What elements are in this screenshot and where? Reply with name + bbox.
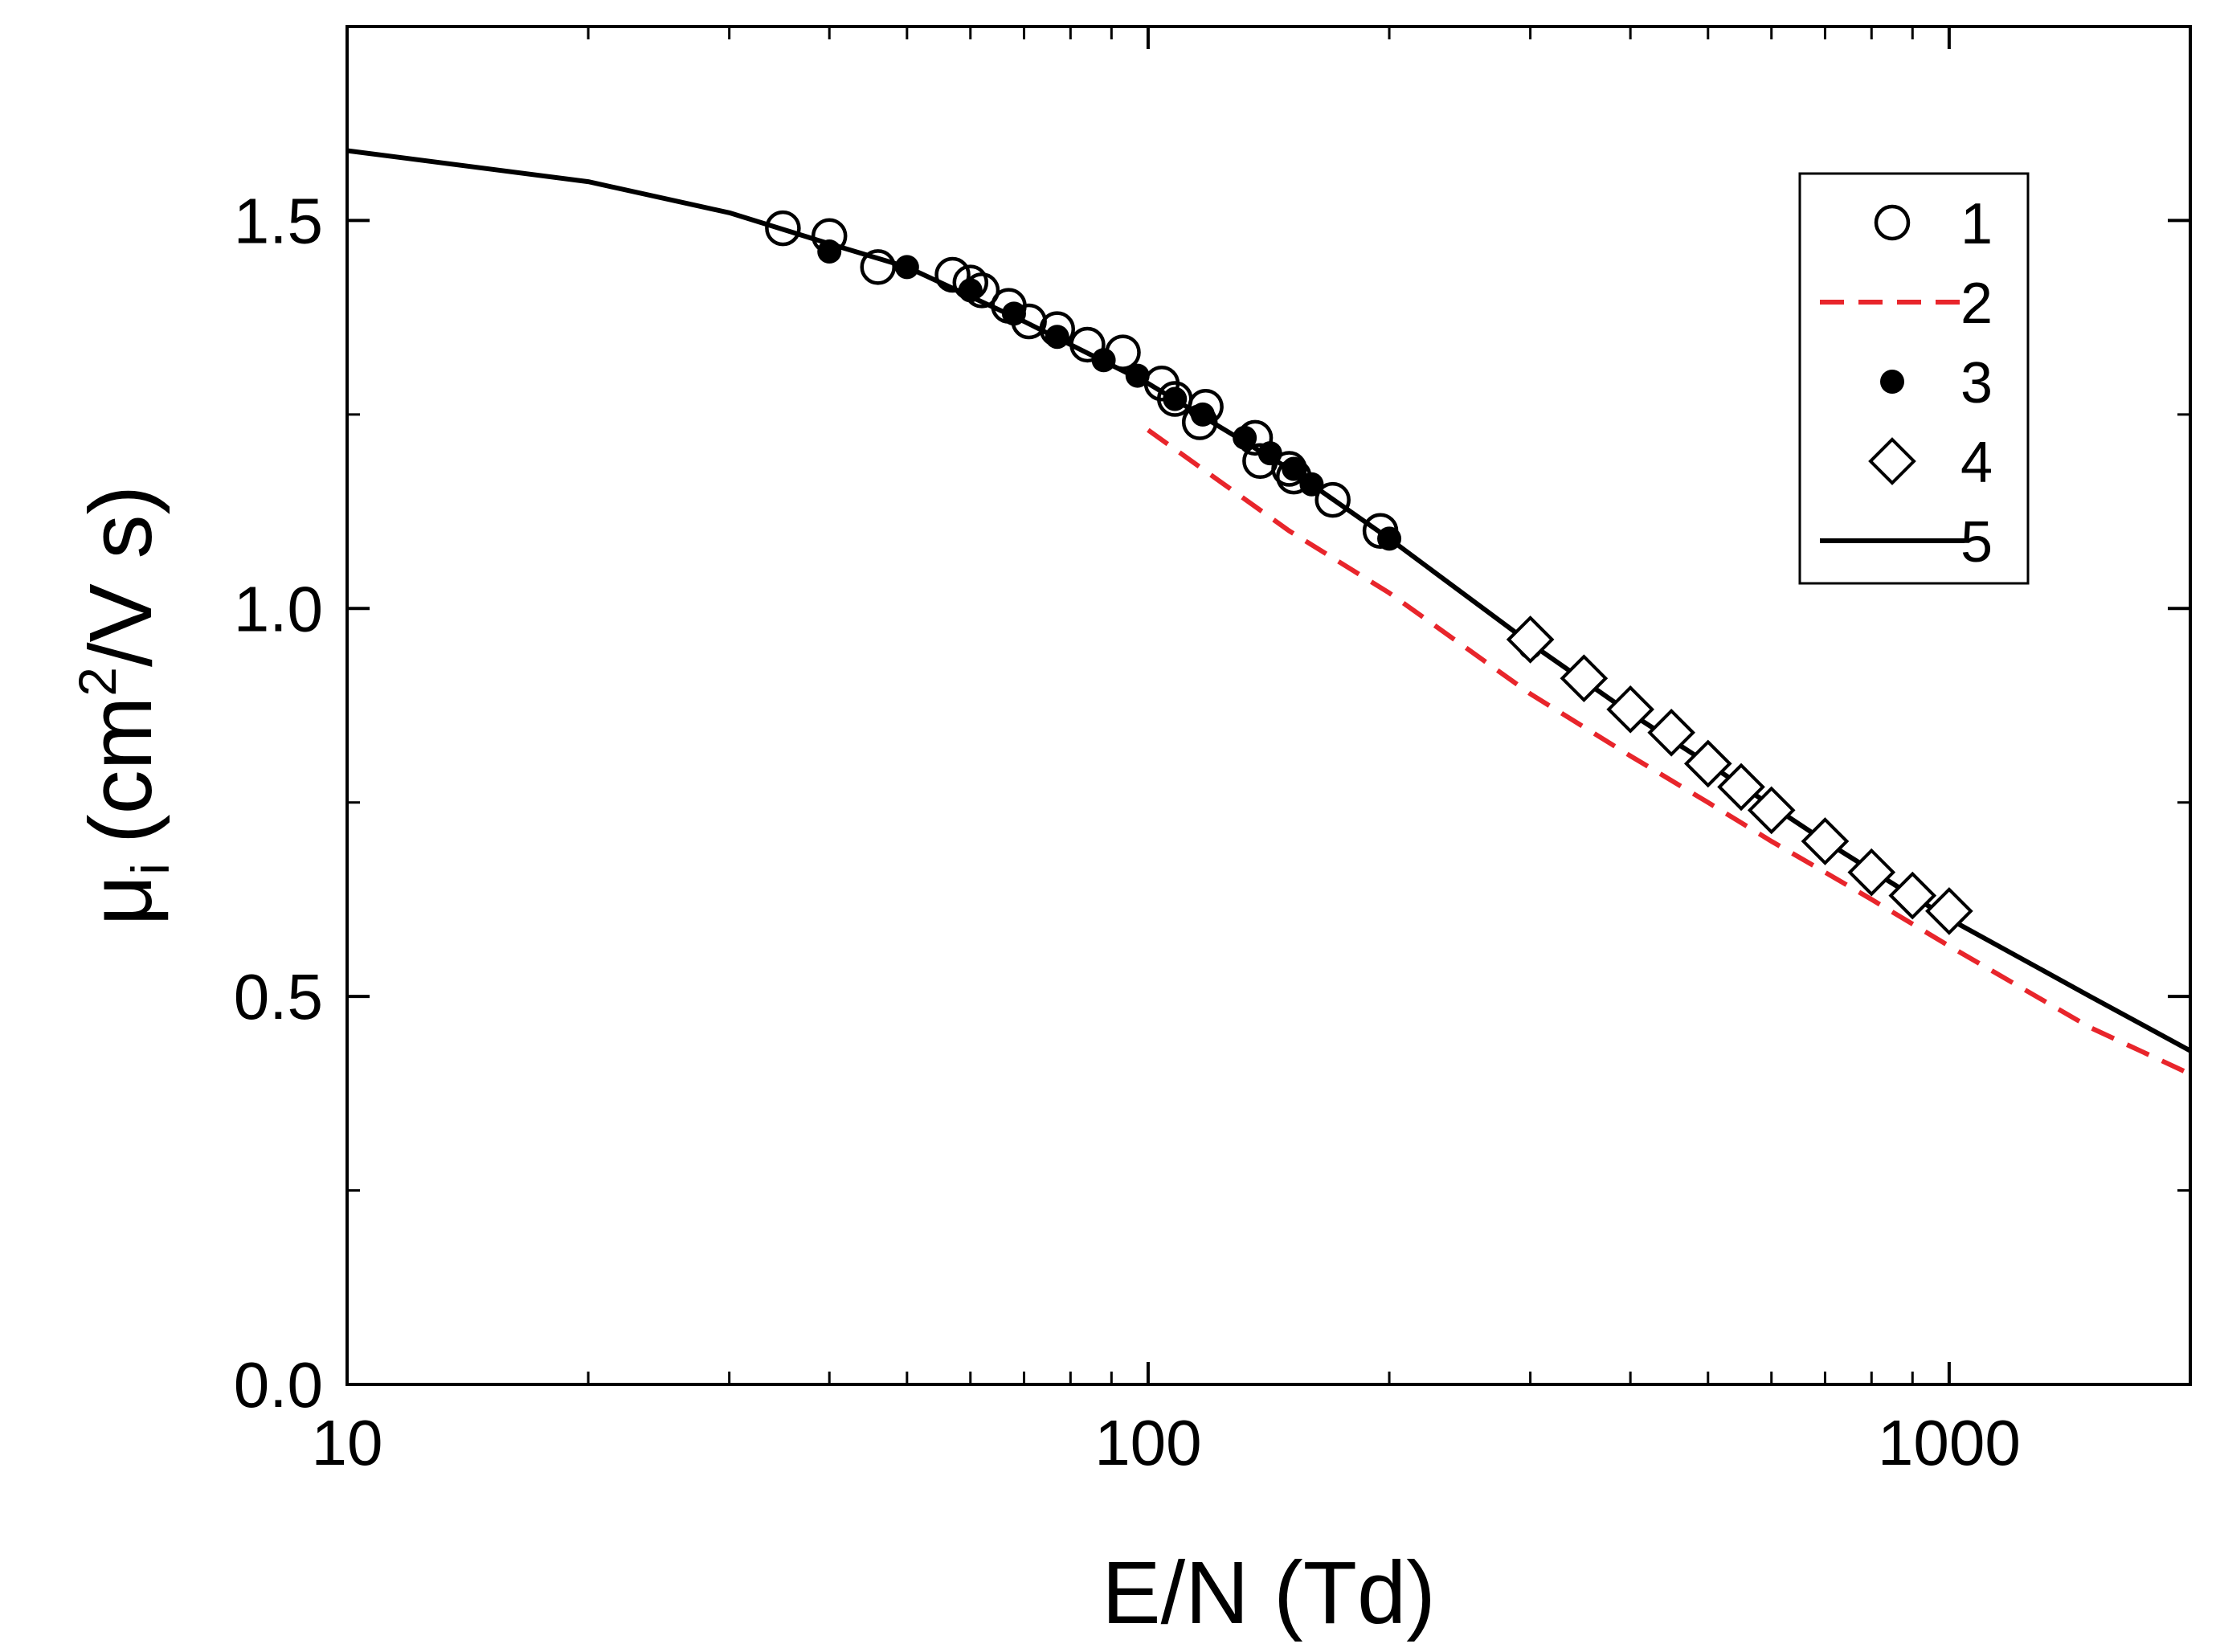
series-3-point [1045,325,1069,350]
legend-label: 3 [1960,351,1993,415]
series-1-point [765,210,801,247]
series-1-open-circles [765,210,1399,549]
series-3-point [1377,526,1402,551]
legend-label: 4 [1960,431,1993,495]
series-3-point [958,278,983,303]
series-3-point [1091,348,1116,373]
y-tick-label: 1.0 [234,573,323,644]
series-3-point [894,255,919,280]
y-axis-title-sub: i [121,863,180,875]
x-axis-title: E/N (Td) [1102,1544,1436,1642]
legend-label: 2 [1960,272,1993,336]
legend: 1 2 3 4 5 [1798,172,2030,585]
legend-label: 5 [1960,510,1993,575]
series-1-point [1314,481,1351,518]
series-1-point [860,249,896,285]
series-4-point [1888,871,1937,920]
series-1-point [934,256,971,293]
series-3-point [1257,441,1282,466]
x-tick-label: 1000 [1878,1407,2021,1478]
axis-tick-labels: 10 100 1000 0.0 0.5 1.0 1.5 [234,185,2021,1478]
legend-box [1798,172,2030,585]
series-4-point [1801,817,1850,865]
series-3-point [1001,301,1026,326]
series-1-point [1069,326,1106,363]
y-tick-label: 1.5 [234,185,323,256]
plot-frame [345,25,2192,1386]
series-3-point [817,239,842,264]
legend-item-5: 5 [1820,510,1993,575]
series-3-point [1163,386,1188,411]
y-axis-title-sup: 2 [67,667,127,697]
y-tick-label: 0.5 [234,961,323,1032]
y-axis-title: μi (cm2/V s) [67,485,180,926]
series-3-point [1190,402,1215,427]
legend-label: 1 [1960,192,1993,256]
axis-ticks [345,27,2190,1386]
series-4-point [1747,786,1796,835]
y-tick-label: 0.0 [234,1349,323,1421]
series-3-point [1282,456,1306,481]
series-4-point [1606,685,1654,734]
legend-filled-circle-icon [1880,370,1904,394]
y-axis-title-open: (cm [72,697,170,844]
series-2-dashed-line [1147,427,2192,1077]
legend-item-2: 2 [1820,272,1993,336]
series-4-open-diamonds [1506,615,1973,935]
legend-item-1: 1 [1874,192,1993,256]
x-tick-label: 10 [312,1407,383,1478]
series-3-point [1125,363,1150,388]
legend-open-circle-icon [1874,204,1911,241]
series-4-point [1847,848,1896,897]
series-4-point [1506,615,1555,664]
x-tick-label: 100 [1094,1407,1201,1478]
series-3-point [1299,472,1324,497]
legend-item-4: 4 [1868,431,1993,495]
series-4-point [1560,654,1609,703]
y-axis-title-mu: μ [72,875,170,926]
series-3-point [1233,425,1257,450]
y-axis-title-close: /V s) [72,485,170,667]
series-4-point [1683,739,1732,788]
legend-item-3: 3 [1880,351,1993,415]
series-2-line [1147,427,2192,1077]
legend-diamond-icon [1868,437,1916,485]
series-4-point [1925,887,1973,935]
series-4-point [1717,763,1765,812]
series-4-point [1647,708,1695,757]
